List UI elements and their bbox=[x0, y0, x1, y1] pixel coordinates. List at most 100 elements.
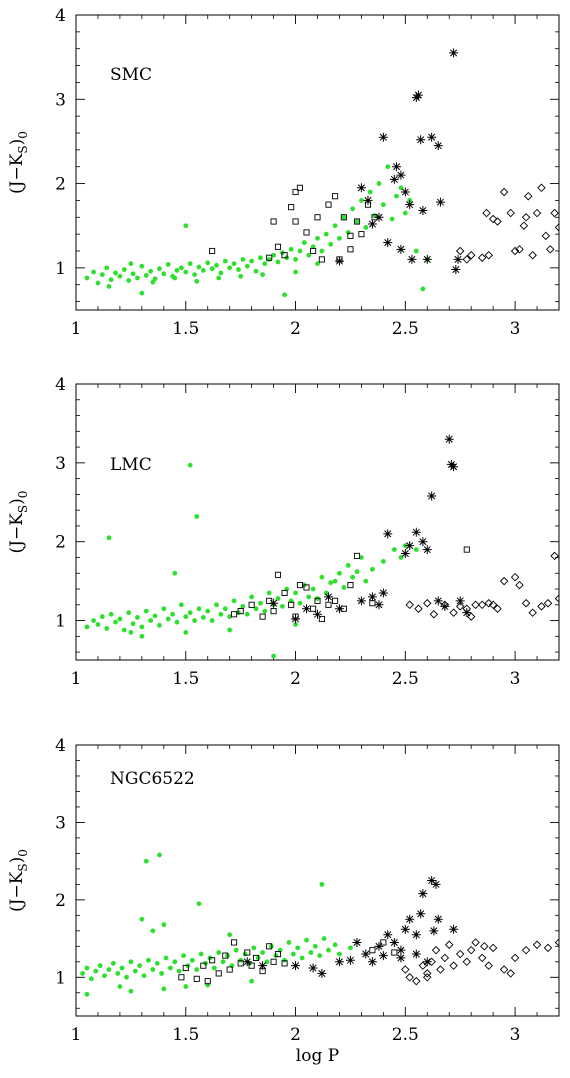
data-point-open-square bbox=[237, 960, 244, 967]
data-point-asterisk bbox=[451, 265, 461, 275]
data-point-filled-circle bbox=[304, 937, 309, 943]
data-point-filled-circle bbox=[139, 290, 145, 296]
data-point-open-square bbox=[296, 184, 303, 191]
y-axis-title-part: (J−K bbox=[7, 871, 27, 912]
data-point-open-diamond bbox=[515, 580, 524, 590]
data-point-asterisk bbox=[378, 951, 388, 961]
data-point-open-diamond bbox=[477, 253, 487, 262]
data-point-asterisk bbox=[411, 949, 421, 959]
data-point-filled-circle bbox=[348, 945, 353, 951]
data-point-asterisk bbox=[374, 600, 384, 610]
data-point-open-diamond bbox=[414, 604, 423, 613]
data-point-filled-circle bbox=[332, 223, 338, 229]
data-point-open-diamond bbox=[554, 594, 559, 603]
data-point-asterisk bbox=[352, 937, 362, 947]
data-point-asterisk bbox=[383, 930, 393, 940]
data-point-filled-circle bbox=[161, 922, 167, 928]
y-axis-title-part: S bbox=[16, 863, 30, 871]
data-point-filled-circle bbox=[176, 968, 182, 974]
y-tick-label: 4 bbox=[55, 736, 66, 756]
panel-smc: 1 1.5 2 2.5 3 1 2 3 4 SMC (J−KS)0 bbox=[7, 6, 560, 339]
data-point-filled-circle bbox=[290, 951, 296, 957]
data-points bbox=[84, 48, 559, 298]
data-point-open-diamond bbox=[543, 943, 553, 953]
data-point-open-square bbox=[248, 601, 255, 608]
data-point-filled-circle bbox=[238, 273, 244, 279]
data-point-filled-circle bbox=[165, 262, 171, 267]
data-point-filled-circle bbox=[130, 271, 136, 277]
data-point-filled-circle bbox=[143, 273, 149, 278]
data-point-open-diamond bbox=[484, 598, 493, 608]
data-point-filled-circle bbox=[244, 263, 250, 269]
data-point-filled-circle bbox=[113, 619, 118, 625]
data-point-asterisk bbox=[444, 434, 454, 444]
data-point-filled-circle bbox=[218, 611, 224, 617]
data-point-open-square bbox=[209, 957, 216, 964]
data-point-open-diamond bbox=[550, 551, 559, 561]
data-point-open-square bbox=[292, 188, 299, 196]
data-point-filled-circle bbox=[150, 967, 156, 972]
data-point-asterisk bbox=[449, 462, 459, 472]
data-point-filled-circle bbox=[253, 606, 259, 612]
data-point-open-diamond bbox=[488, 214, 498, 224]
data-point-asterisk bbox=[378, 132, 388, 142]
data-point-open-diamond bbox=[482, 208, 491, 218]
data-point-filled-circle bbox=[260, 272, 266, 277]
data-point-filled-circle bbox=[271, 653, 276, 659]
data-point-asterisk bbox=[422, 545, 432, 555]
series-asterisk bbox=[269, 434, 472, 624]
data-point-filled-circle bbox=[319, 248, 325, 254]
data-point-filled-circle bbox=[337, 570, 342, 576]
data-point-open-diamond bbox=[532, 940, 542, 950]
data-point-asterisk bbox=[392, 162, 402, 172]
data-point-filled-circle bbox=[293, 269, 298, 275]
data-point-open-diamond bbox=[550, 208, 559, 218]
data-point-filled-circle bbox=[113, 270, 118, 276]
data-point-filled-circle bbox=[308, 950, 314, 955]
data-point-filled-circle bbox=[161, 986, 167, 992]
data-point-open-diamond bbox=[436, 965, 445, 974]
data-point-asterisk bbox=[334, 256, 344, 266]
x-tick-label: 2.5 bbox=[392, 1025, 419, 1045]
data-point-open-diamond bbox=[541, 231, 551, 241]
y-axis-title: (J−KS)0 bbox=[7, 131, 30, 194]
data-point-filled-circle bbox=[126, 610, 132, 616]
data-point-open-diamond bbox=[466, 612, 476, 621]
data-point-open-square bbox=[252, 954, 260, 961]
data-point-filled-circle bbox=[181, 953, 186, 959]
data-point-filled-circle bbox=[319, 881, 325, 887]
data-point-open-square bbox=[222, 952, 229, 959]
data-point-open-square bbox=[178, 974, 185, 981]
data-point-open-square bbox=[380, 939, 387, 946]
data-point-filled-circle bbox=[258, 255, 263, 261]
data-point-asterisk bbox=[334, 957, 344, 967]
data-point-filled-circle bbox=[183, 223, 189, 229]
data-point-filled-circle bbox=[359, 198, 364, 203]
data-point-open-square bbox=[332, 597, 339, 604]
data-point-open-square bbox=[296, 582, 303, 589]
data-point-asterisk bbox=[405, 200, 415, 210]
data-point-asterisk bbox=[383, 238, 393, 248]
data-point-filled-circle bbox=[363, 578, 369, 584]
data-point-filled-circle bbox=[323, 231, 329, 237]
series-filled-circle bbox=[84, 462, 419, 659]
data-point-asterisk bbox=[378, 588, 388, 598]
data-point-asterisk bbox=[400, 187, 410, 197]
data-point-filled-circle bbox=[110, 960, 116, 966]
data-point-filled-circle bbox=[194, 278, 200, 284]
series-open-diamond bbox=[405, 551, 559, 621]
data-point-filled-circle bbox=[249, 978, 255, 984]
data-point-filled-circle bbox=[231, 261, 237, 267]
y-tick-label: 1 bbox=[55, 612, 66, 632]
data-point-filled-circle bbox=[178, 265, 184, 271]
data-point-filled-circle bbox=[128, 959, 134, 965]
data-point-asterisk bbox=[313, 609, 322, 619]
data-point-filled-circle bbox=[306, 594, 312, 600]
data-point-open-diamond bbox=[401, 965, 410, 974]
data-point-filled-circle bbox=[194, 967, 200, 972]
data-point-filled-circle bbox=[163, 955, 169, 961]
y-axis-title-part: S bbox=[16, 145, 30, 153]
x-tick-label: 2 bbox=[290, 669, 301, 689]
data-point-filled-circle bbox=[220, 959, 226, 965]
panel-lmc: 1 1.5 2 2.5 3 1 2 3 4 LMC (J−KS)0 bbox=[7, 375, 560, 689]
